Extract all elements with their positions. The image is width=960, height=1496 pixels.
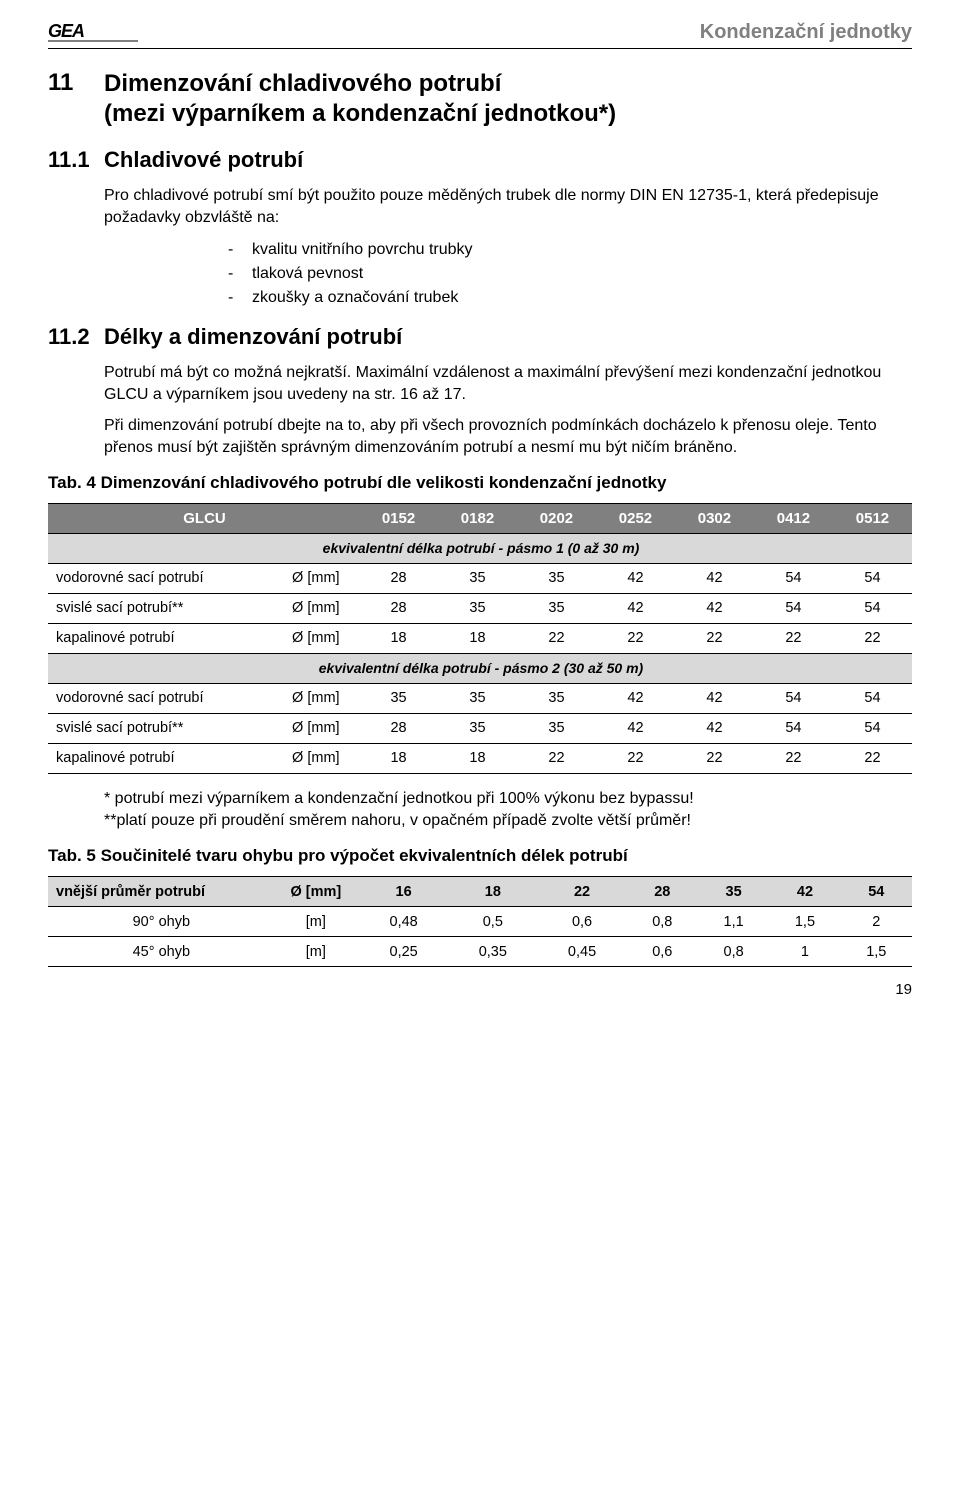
subsection-title: Délky a dimenzování potrubí (104, 324, 402, 350)
band1-label: ekvivalentní délka potrubí - pásmo 1 (0 … (48, 533, 912, 563)
band2-label: ekvivalentní délka potrubí - pásmo 2 (30… (48, 653, 912, 683)
page-header: GEA Kondenzační jednotky (48, 20, 912, 49)
subsection-number: 11.1 (48, 147, 92, 173)
tab4-footnote2: **platí pouze při proudění směrem nahoru… (104, 810, 912, 832)
diam-col: 28 (627, 877, 698, 907)
tab5-header-row: vnější průměr potrubí Ø [mm] 16 18 22 28… (48, 877, 912, 907)
list-item: tlaková pevnost (228, 262, 912, 286)
section-11-heading: 11 Dimenzování chladivového potrubí (mez… (48, 69, 912, 129)
svg-text:GEA: GEA (48, 21, 84, 41)
model-col: 0302 (675, 503, 754, 533)
document-title: Kondenzační jednotky (700, 21, 912, 44)
diam-col: 22 (537, 877, 626, 907)
tab4-footnote1: * potrubí mezi výparníkem a kondenzační … (104, 788, 912, 810)
tab5-table: vnější průměr potrubí Ø [mm] 16 18 22 28… (48, 876, 912, 967)
section-title-line1: Dimenzování chladivového potrubí (104, 70, 501, 97)
unit-cell: Ø [mm] (273, 877, 359, 907)
table-row: vodorovné sací potrubíØ [mm]353535424254… (48, 683, 912, 713)
list-item: zkoušky a označování trubek (228, 286, 912, 310)
gea-logo: GEA (48, 20, 138, 44)
tab4-header-label: GLCU (48, 503, 359, 533)
diam-col: 18 (448, 877, 537, 907)
diam-col: 42 (769, 877, 840, 907)
tab4-header-row: GLCU 0152 0182 0202 0252 0302 0412 0512 (48, 503, 912, 533)
table-row: svislé sací potrubí**Ø [mm]2835354242545… (48, 713, 912, 743)
page-number: 19 (48, 981, 912, 998)
table-row: 90° ohyb[m]0,480,50,60,81,11,52 (48, 907, 912, 937)
section-number: 11 (48, 69, 84, 97)
table-row: 45° ohyb[m]0,250,350,450,60,811,5 (48, 937, 912, 967)
table-row: vodorovné sací potrubíØ [mm]283535424254… (48, 563, 912, 593)
subsection-11-1-heading: 11.1 Chladivové potrubí (48, 147, 912, 173)
diam-col: 16 (359, 877, 448, 907)
model-col: 0512 (833, 503, 912, 533)
s11-2-p2: Při dimenzování potrubí dbejte na to, ab… (104, 415, 912, 458)
model-col: 0152 (359, 503, 438, 533)
s11-1-bullet-list: kvalitu vnitřního povrchu trubky tlaková… (228, 238, 912, 310)
s11-1-intro: Pro chladivové potrubí smí být použito p… (104, 185, 912, 228)
tab4-caption: Tab. 4 Dimenzování chladivového potrubí … (48, 473, 912, 493)
tab5-caption: Tab. 5 Součinitelé tvaru ohybu pro výpoč… (48, 846, 912, 866)
tab5-header-label: vnější průměr potrubí (48, 877, 273, 907)
subsection-title: Chladivové potrubí (104, 147, 303, 173)
table-row: kapalinové potrubíØ [mm]18182222222222 (48, 623, 912, 653)
list-item: kvalitu vnitřního povrchu trubky (228, 238, 912, 262)
section-title-line2: (mezi výparníkem a kondenzační jednotkou… (104, 100, 616, 127)
model-col: 0202 (517, 503, 596, 533)
model-col: 0412 (754, 503, 833, 533)
subsection-11-2-heading: 11.2 Délky a dimenzování potrubí (48, 324, 912, 350)
tab4-table: GLCU 0152 0182 0202 0252 0302 0412 0512 … (48, 503, 912, 774)
diam-col: 54 (841, 877, 912, 907)
table-row: svislé sací potrubí**Ø [mm]2835354242545… (48, 593, 912, 623)
subsection-number: 11.2 (48, 324, 92, 350)
table-row: kapalinové potrubíØ [mm]18182222222222 (48, 743, 912, 773)
s11-2-p1: Potrubí má být co možná nejkratší. Maxim… (104, 362, 912, 405)
diam-col: 35 (698, 877, 769, 907)
model-col: 0182 (438, 503, 517, 533)
model-col: 0252 (596, 503, 675, 533)
